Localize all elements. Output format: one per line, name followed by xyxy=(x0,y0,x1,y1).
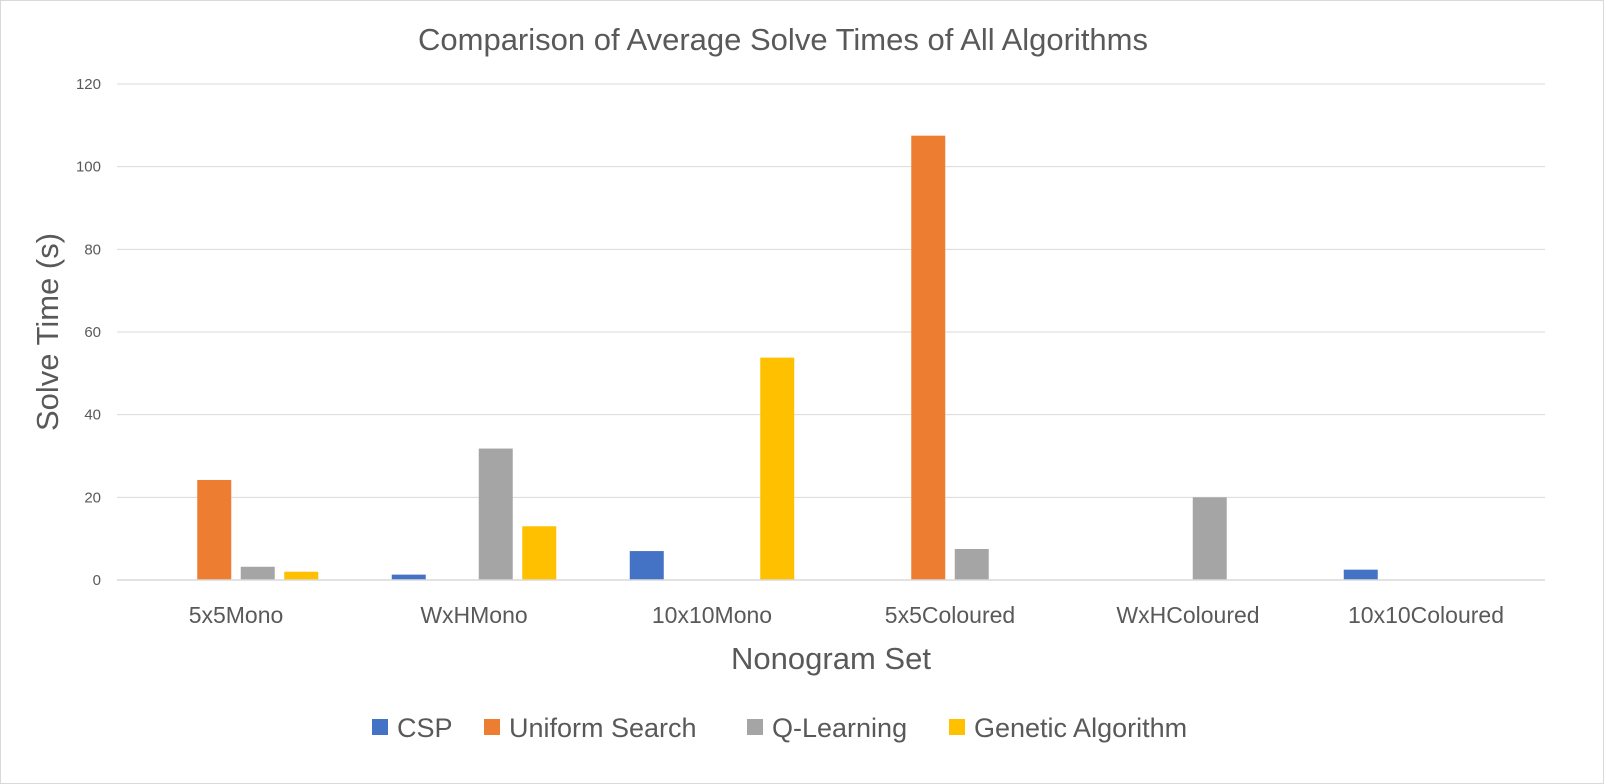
bars xyxy=(197,135,1378,580)
x-tick-label: WxHColoured xyxy=(1116,602,1259,628)
x-axis-title: Nonogram Set xyxy=(731,641,931,676)
x-axis-ticks: 5x5Mono WxHMono 10x10Mono 5x5Coloured WxHCol… xyxy=(189,602,1504,628)
y-axis-title: Solve Time (s) xyxy=(30,233,65,431)
x-tick-label: 10x10Coloured xyxy=(1348,602,1504,628)
legend-label: Uniform Search xyxy=(509,713,697,743)
chart-title: Comparison of Average Solve Times of All… xyxy=(418,22,1148,57)
bar-q-learning-5x5mono xyxy=(240,566,275,580)
bar-csp-10x10mono xyxy=(629,551,664,580)
bar-genetic-algorithm-5x5mono xyxy=(284,571,319,580)
legend-item: CSP xyxy=(372,713,453,743)
legend-item: Genetic Algorithm xyxy=(949,713,1187,743)
y-tick-label: 60 xyxy=(84,324,101,341)
bar-uniform-search-5x5mono xyxy=(197,479,232,580)
legend-item: Uniform Search xyxy=(484,713,697,743)
x-tick-label: 5x5Coloured xyxy=(885,602,1015,628)
y-tick-label: 80 xyxy=(84,241,101,258)
y-axis-ticks: 0 20 40 60 80 100 120 xyxy=(76,76,101,589)
bar-csp-wxhmono xyxy=(391,574,426,580)
bar-csp-10x10coloured xyxy=(1343,569,1378,580)
y-tick-label: 20 xyxy=(84,489,101,506)
legend-swatch xyxy=(372,719,388,735)
x-tick-label: 5x5Mono xyxy=(189,602,284,628)
legend-swatch xyxy=(484,719,500,735)
bar-q-learning-5x5coloured xyxy=(954,549,989,580)
y-tick-label: 100 xyxy=(76,159,101,176)
legend-label: CSP xyxy=(397,713,453,743)
bar-uniform-search-5x5coloured xyxy=(911,135,946,580)
bar-genetic-algorithm-wxhmono xyxy=(522,526,557,580)
legend-label: Q-Learning xyxy=(772,713,907,743)
legend-swatch xyxy=(747,719,763,735)
x-tick-label: 10x10Mono xyxy=(652,602,772,628)
y-tick-label: 0 xyxy=(93,572,101,589)
bar-q-learning-wxhcoloured xyxy=(1192,497,1227,580)
bar-q-learning-wxhmono xyxy=(478,448,513,580)
bar-genetic-algorithm-10x10mono xyxy=(760,357,795,580)
y-tick-label: 120 xyxy=(76,76,101,93)
legend: CSP Uniform Search Q-Learning Genetic Algor… xyxy=(372,713,1187,743)
legend-item: Q-Learning xyxy=(747,713,907,743)
gridlines xyxy=(117,83,1545,498)
legend-label: Genetic Algorithm xyxy=(974,713,1187,743)
legend-swatch xyxy=(949,719,965,735)
y-tick-label: 40 xyxy=(84,407,101,424)
x-tick-label: WxHMono xyxy=(420,602,527,628)
